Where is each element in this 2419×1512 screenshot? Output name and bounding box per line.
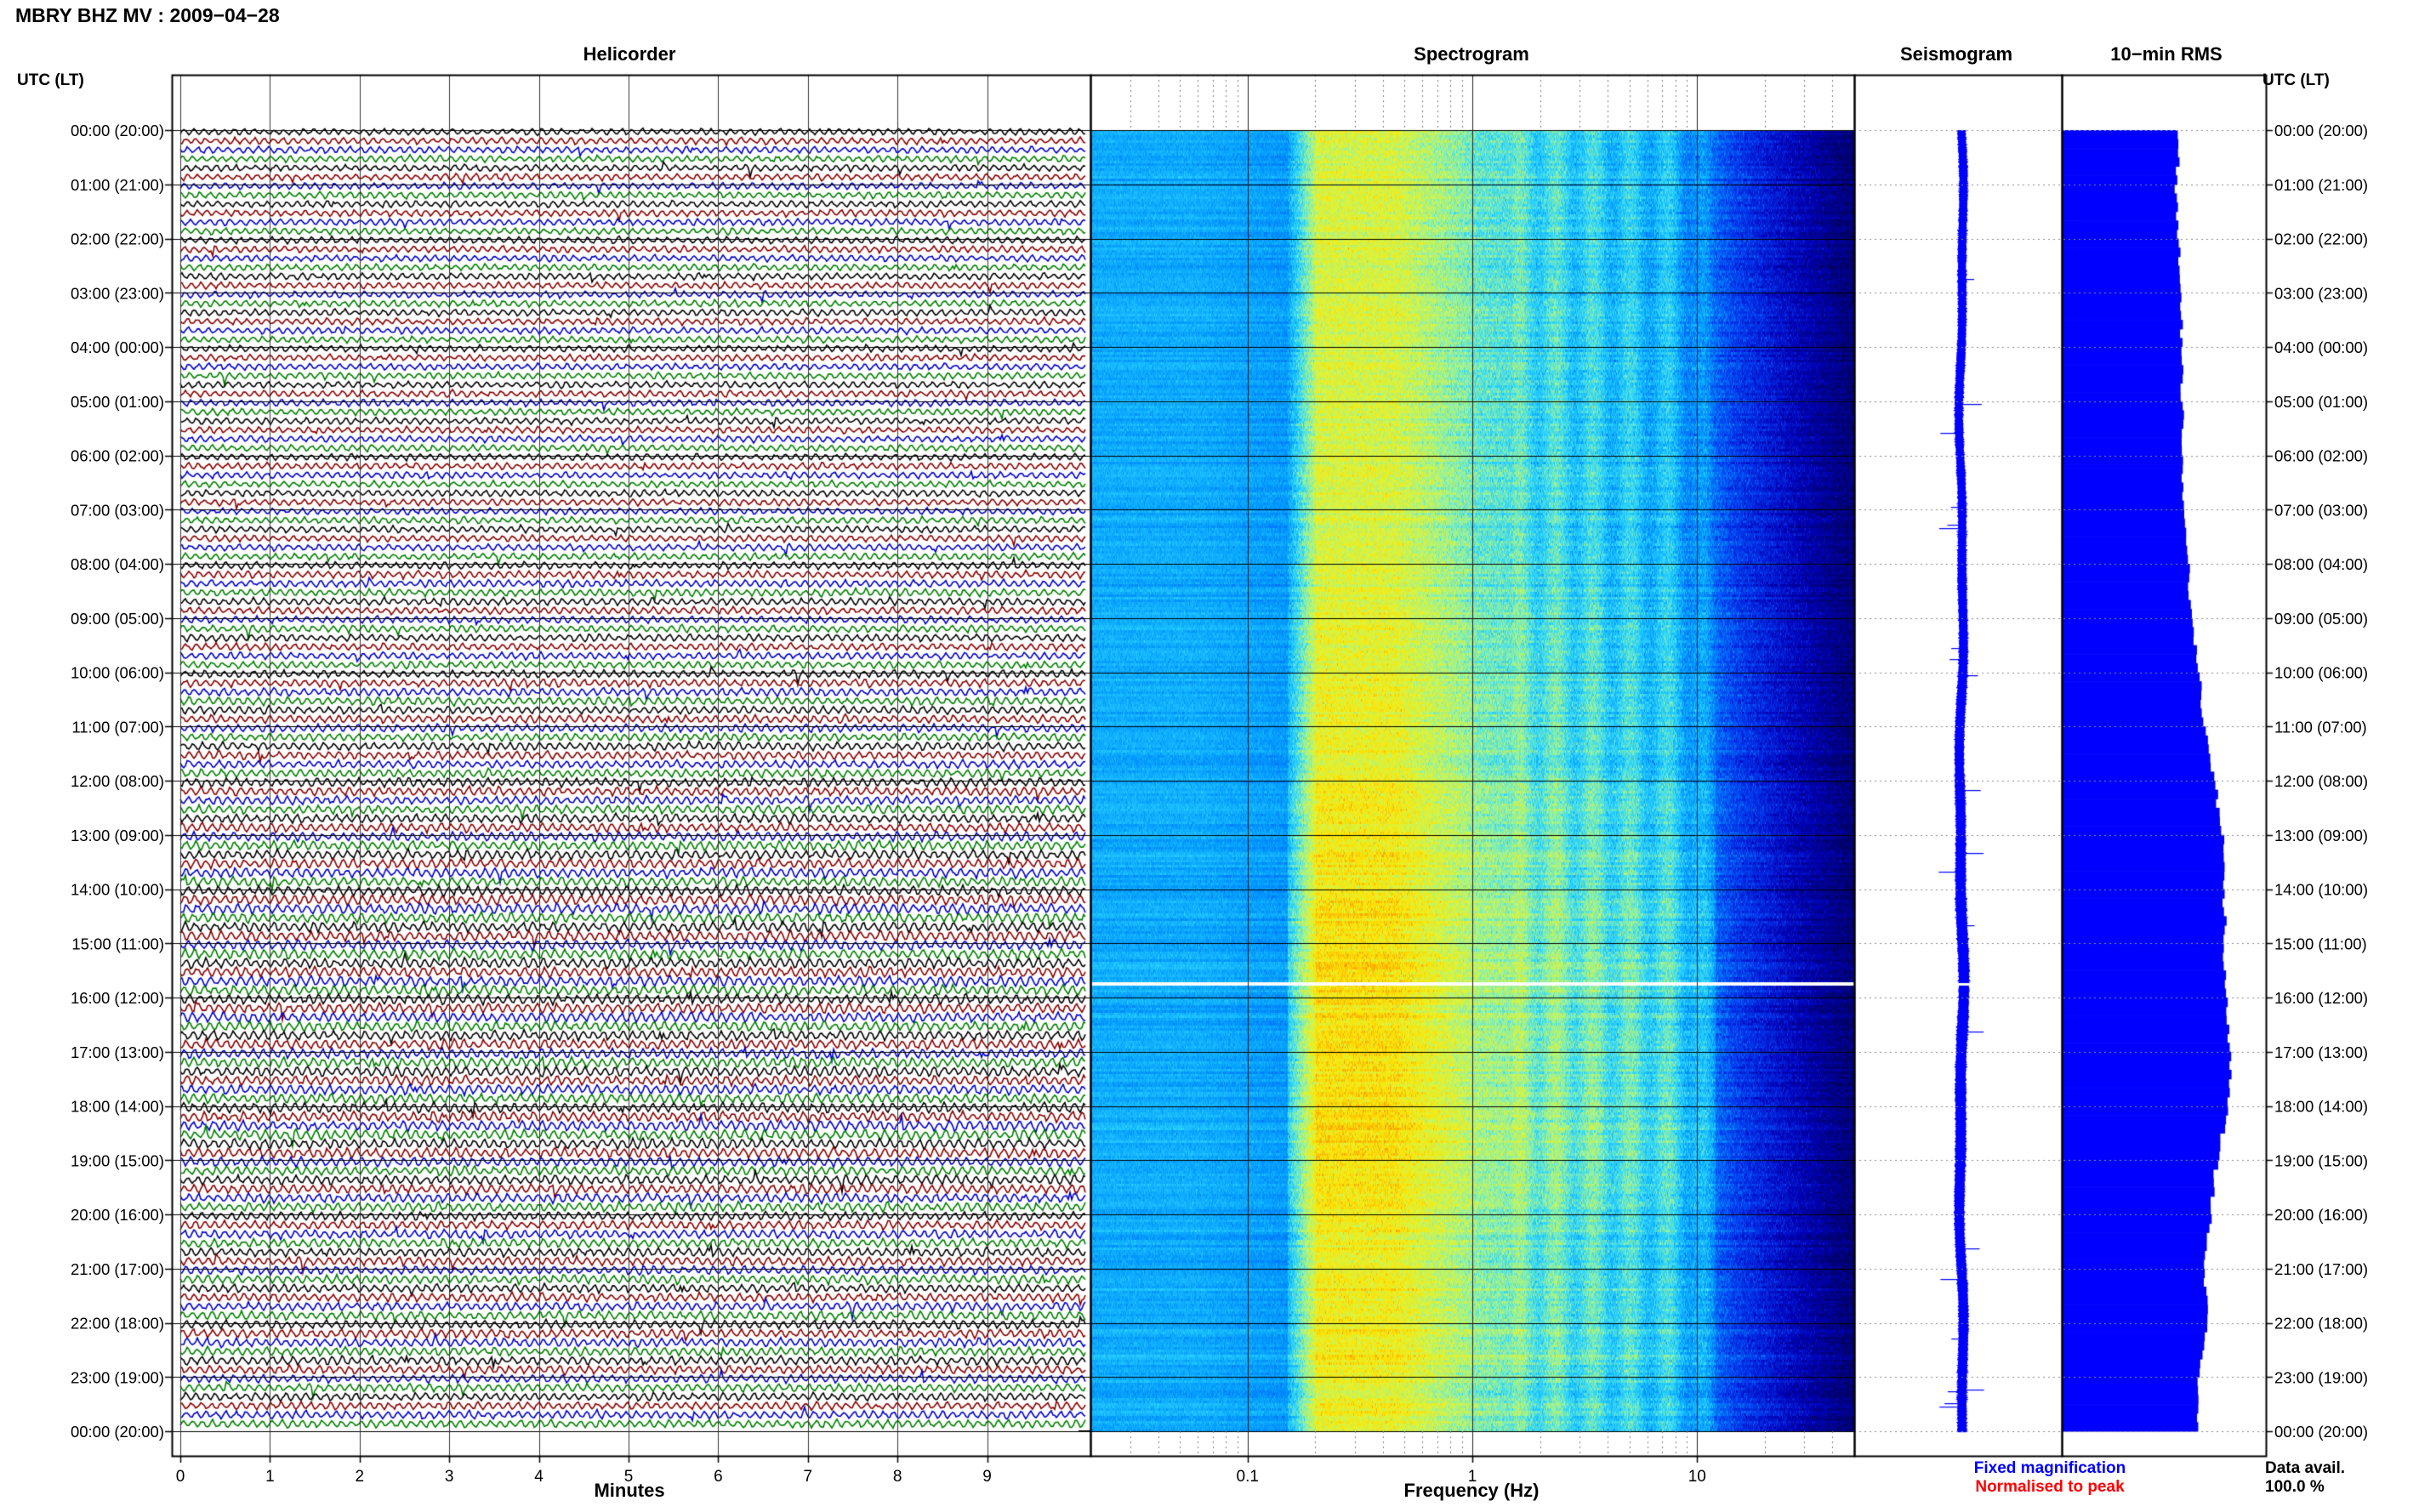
time-label-right: 02:00 (22:00) (2274, 230, 2368, 248)
time-label-right: 05:00 (01:00) (2274, 393, 2368, 411)
time-label-right: 03:00 (23:00) (2274, 284, 2368, 302)
data-avail-label: Data avail. (2265, 1459, 2345, 1477)
seismogram-title: Seismogram (1900, 43, 2012, 65)
time-label-left: 19:00 (15:00) (71, 1151, 164, 1169)
time-label-left: 22:00 (18:00) (71, 1315, 164, 1333)
rms-title: 10−min RMS (2110, 43, 2222, 65)
time-label-right: 11:00 (07:00) (2274, 718, 2367, 736)
time-label-right: 21:00 (17:00) (2274, 1260, 2368, 1278)
time-label-right: 06:00 (02:00) (2274, 447, 2368, 465)
time-labels-right: 00:00 (20:00) 01:00 (21:00) 02:00 (22:00) 0… (2274, 122, 2368, 1441)
minute-tick-label: 6 (714, 1468, 723, 1486)
time-label-right: 14:00 (10:00) (2274, 881, 2368, 899)
minute-tick-label: 0 (176, 1468, 185, 1486)
time-label-left: 06:00 (02:00) (71, 447, 164, 465)
minute-tick-label: 2 (356, 1468, 365, 1486)
minute-tick-labels: 0 1 2 3 4 5 6 7 8 9 (176, 1468, 992, 1486)
time-label-left: 08:00 (04:00) (71, 555, 164, 573)
time-label-left: 11:00 (07:00) (71, 718, 164, 736)
time-label-left: 03:00 (23:00) (71, 284, 164, 302)
time-label-left: 00:00 (20:00) (71, 1423, 164, 1441)
time-label-left: 18:00 (14:00) (71, 1098, 164, 1116)
utc-lt-label-left: UTC (LT) (17, 71, 84, 89)
time-label-left: 00:00 (20:00) (71, 122, 164, 139)
frequency-tick-label: 10 (1688, 1468, 1706, 1486)
normalised-to-peak-note: Normalised to peak (1975, 1478, 2125, 1496)
time-label-right: 22:00 (18:00) (2274, 1315, 2368, 1333)
time-label-left: 21:00 (17:00) (71, 1260, 164, 1278)
time-label-right: 15:00 (11:00) (2274, 935, 2367, 952)
time-label-right: 19:00 (15:00) (2274, 1151, 2368, 1169)
time-label-left: 16:00 (12:00) (71, 989, 164, 1007)
time-label-right: 17:00 (13:00) (2274, 1043, 2368, 1061)
time-label-left: 10:00 (06:00) (71, 664, 164, 682)
minute-tick-label: 9 (982, 1468, 992, 1486)
utc-lt-label-right: UTC (LT) (2262, 71, 2330, 89)
fixed-magnification-note: Fixed magnification (1974, 1459, 2126, 1477)
data-avail-value: 100.0 % (2265, 1478, 2325, 1496)
frequency-tick-label: 0.1 (1237, 1468, 1259, 1486)
minute-tick-label: 1 (265, 1468, 275, 1486)
helicorder-title: Helicorder (583, 43, 676, 65)
time-label-right: 13:00 (09:00) (2274, 827, 2368, 844)
time-label-left: 15:00 (11:00) (71, 935, 164, 952)
time-label-right: 10:00 (06:00) (2274, 664, 2368, 682)
time-label-left: 17:00 (13:00) (71, 1043, 164, 1061)
time-label-right: 18:00 (14:00) (2274, 1098, 2368, 1116)
minute-tick-label: 5 (624, 1468, 634, 1486)
time-label-left: 09:00 (05:00) (71, 610, 164, 628)
minute-tick-label: 7 (804, 1468, 813, 1486)
time-label-left: 23:00 (19:00) (71, 1368, 164, 1386)
frequency-tick-labels: 0.1 1 10 (1237, 1468, 1706, 1486)
time-label-left: 07:00 (03:00) (71, 501, 164, 519)
time-label-left: 12:00 (08:00) (71, 772, 164, 790)
time-label-right: 20:00 (16:00) (2274, 1206, 2368, 1224)
time-label-right: 07:00 (03:00) (2274, 501, 2368, 519)
time-label-right: 09:00 (05:00) (2274, 610, 2368, 628)
time-label-left: 01:00 (21:00) (71, 176, 164, 194)
time-label-left: 04:00 (00:00) (71, 338, 164, 356)
time-label-left: 13:00 (09:00) (71, 827, 164, 844)
time-label-left: 20:00 (16:00) (71, 1206, 164, 1224)
time-label-right: 23:00 (19:00) (2274, 1368, 2368, 1386)
minute-tick-label: 8 (893, 1468, 902, 1486)
spectrogram-title: Spectrogram (1414, 43, 1529, 65)
time-label-left: 02:00 (22:00) (71, 230, 164, 248)
time-label-left: 14:00 (10:00) (71, 881, 164, 899)
time-label-right: 12:00 (08:00) (2274, 772, 2368, 790)
time-label-right: 04:00 (00:00) (2274, 338, 2368, 356)
time-label-right: 08:00 (04:00) (2274, 555, 2368, 573)
time-label-right: 00:00 (20:00) (2274, 122, 2368, 139)
time-label-right: 01:00 (21:00) (2274, 176, 2368, 194)
time-label-right: 00:00 (20:00) (2274, 1423, 2368, 1441)
minute-tick-label: 4 (534, 1468, 544, 1486)
page-title: MBRY BHZ MV : 2009−04−28 (15, 4, 280, 26)
minutes-axis-label: Minutes (594, 1480, 664, 1501)
frequency-axis-label: Frequency (Hz) (1404, 1480, 1540, 1501)
frequency-tick-label: 1 (1468, 1468, 1477, 1486)
time-label-right: 16:00 (12:00) (2274, 989, 2368, 1007)
minute-tick-label: 3 (445, 1468, 454, 1486)
time-label-left: 05:00 (01:00) (71, 393, 164, 411)
time-labels-left: 00:00 (20:00) 01:00 (21:00) 02:00 (22:00) 0… (71, 122, 164, 1441)
